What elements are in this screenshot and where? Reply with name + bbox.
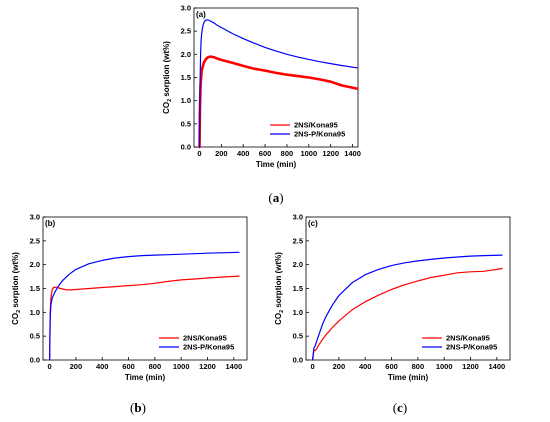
x-tick-label: 1000 <box>436 362 453 371</box>
y-tick-label: 0.0 <box>181 143 191 152</box>
x-tick-label: 0 <box>47 362 51 371</box>
panel-caption: (a) <box>268 190 283 205</box>
legend-label: 2NS/Kona95 <box>294 121 338 130</box>
x-tick-label: 800 <box>149 362 162 371</box>
x-tick-label: 200 <box>333 362 346 371</box>
y-tick-label: 0.5 <box>181 119 191 128</box>
legend-label: 2NS-P/Kona95 <box>446 343 497 352</box>
x-tick-label: 1400 <box>344 149 361 158</box>
y-axis-label: CO2 sorption (wt%) <box>11 252 22 325</box>
x-axis-label: Time (min) <box>388 373 429 382</box>
x-tick-label: 600 <box>259 149 272 158</box>
y-tick-label: 1.0 <box>30 308 40 317</box>
legend-label: 2NS/Kona95 <box>183 334 227 343</box>
x-tick-label: 400 <box>237 149 250 158</box>
y-tick-label: 2.5 <box>293 236 303 245</box>
panel-a: 0.0 0.5 1.0 1.5 2.0 2.5 3.0 0 200 400 600 800 1000 12… <box>162 4 361 170</box>
x-tick-label: 1200 <box>462 362 479 371</box>
panel-label: (c) <box>308 219 318 228</box>
y-tick-label: 1.5 <box>293 284 303 293</box>
y-tick-label: 0.0 <box>293 356 303 365</box>
x-tick-label: 1000 <box>173 362 190 371</box>
series-line-red <box>198 55 359 149</box>
series-line-red <box>312 267 503 361</box>
y-tick-label: 0.5 <box>30 332 40 341</box>
x-tick-label: 800 <box>412 362 425 371</box>
x-tick-label: 200 <box>215 149 228 158</box>
y-tick-label: 2.5 <box>30 236 40 245</box>
y-tick-label: 2.0 <box>181 50 191 59</box>
series-line-blue <box>198 19 358 148</box>
y-tick-label: 0.0 <box>30 356 40 365</box>
x-tick-label: 0 <box>197 149 201 158</box>
x-axis-label: Time (min) <box>125 373 166 382</box>
y-axis-label: CO2 sorption (wt%) <box>162 41 173 114</box>
panel-b: 0.0 0.5 1.0 1.5 2.0 2.5 3.0 0 200 400 600 800 1000 12… <box>11 213 248 382</box>
panel-caption: (b) <box>130 400 146 415</box>
x-tick-label: 200 <box>70 362 83 371</box>
y-axis-label: CO2 sorption (wt%) <box>274 252 285 325</box>
panel-caption: (c) <box>393 400 407 415</box>
y-tick-label: 3.0 <box>181 4 191 13</box>
y-tick-label: 2.5 <box>181 27 191 36</box>
y-tick-label: 2.0 <box>30 260 40 269</box>
x-tick-label: 1000 <box>300 149 317 158</box>
x-tick-label: 800 <box>281 149 294 158</box>
legend-label: 2NS/Kona95 <box>446 334 490 343</box>
legend-label: 2NS-P/Kona95 <box>294 130 345 139</box>
x-tick-label: 1200 <box>199 362 216 371</box>
x-tick-label: 1400 <box>225 362 242 371</box>
series-line-blue <box>312 254 503 361</box>
x-tick-label: 1200 <box>322 149 339 158</box>
y-tick-label: 1.5 <box>181 73 191 82</box>
legend-label: 2NS-P/Kona95 <box>183 343 234 352</box>
y-tick-label: 0.5 <box>293 332 303 341</box>
x-tick-label: 400 <box>96 362 109 371</box>
x-tick-label: 600 <box>385 362 398 371</box>
x-axis-label: Time (min) <box>256 160 297 169</box>
panel-label: (b) <box>45 219 56 228</box>
x-tick-label: 1400 <box>488 362 505 371</box>
y-tick-label: 3.0 <box>293 213 303 222</box>
panel-c: 0.0 0.5 1.0 1.5 2.0 2.5 3.0 0 200 400 600 800 1000 12… <box>274 213 511 382</box>
series-line-blue <box>48 251 240 361</box>
y-tick-label: 1.5 <box>30 284 40 293</box>
series-line-red <box>48 275 240 361</box>
y-tick-label: 1.0 <box>181 96 191 105</box>
y-tick-label: 3.0 <box>30 213 40 222</box>
y-tick-label: 2.0 <box>293 260 303 269</box>
x-tick-label: 0 <box>310 362 314 371</box>
y-tick-label: 1.0 <box>293 308 303 317</box>
panel-label: (a) <box>196 10 206 19</box>
x-tick-label: 400 <box>359 362 372 371</box>
x-tick-label: 600 <box>122 362 135 371</box>
